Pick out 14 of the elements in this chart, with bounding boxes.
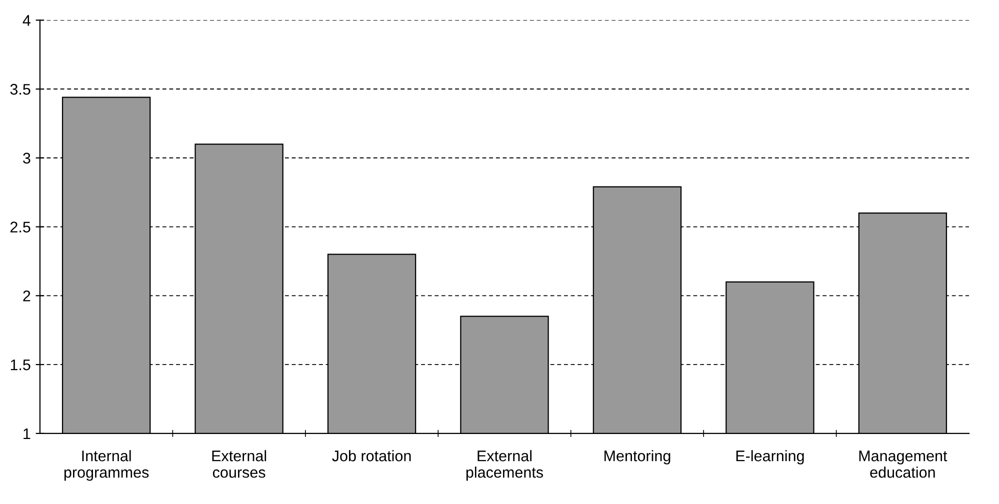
x-tick-label: External courses	[212, 450, 266, 478]
y-tick-label: 3	[23, 152, 30, 164]
x-tick-label: E-learning	[736, 450, 804, 464]
y-tick-label: 4	[22, 15, 30, 26]
x-tick-label: Internal programmes	[64, 450, 149, 481]
x-tick-label: Job rotation	[332, 450, 411, 462]
x-tick-label: External placements	[466, 450, 544, 481]
y-tick-label: 2.5	[10, 222, 30, 232]
y-tick-label: 2	[23, 290, 30, 302]
y-tick-label: 1.5	[10, 360, 30, 370]
x-tick-label: Management education	[859, 450, 948, 478]
y-tick-label: 1	[24, 428, 30, 439]
x-tick-label: Mentoring	[604, 450, 670, 464]
y-tick-label: 3.5	[10, 84, 30, 95]
